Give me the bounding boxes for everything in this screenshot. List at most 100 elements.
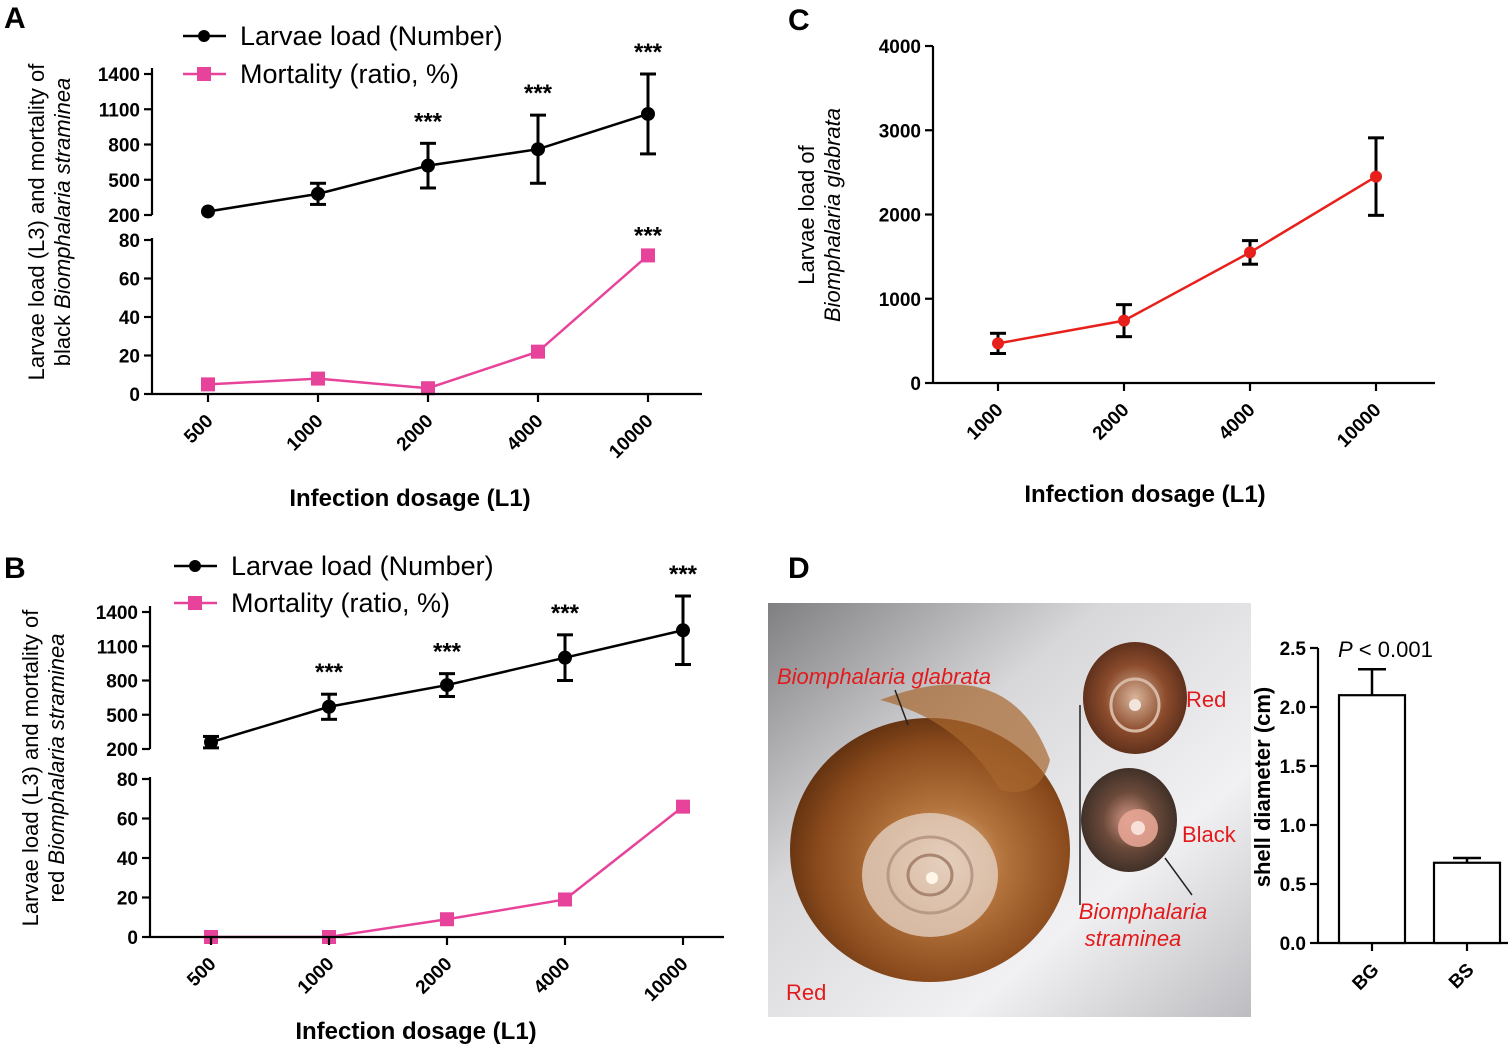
y-tick-label-d: 1.0 — [1280, 816, 1306, 837]
upper-y-tick-label: 1100 — [97, 637, 138, 658]
larvae-load-point — [558, 650, 572, 665]
legend-marker-larvae-b — [189, 560, 201, 572]
x-tick-label-bg: BG — [1349, 960, 1384, 995]
photo-label-black: Black — [1182, 822, 1237, 847]
lower-y-tick-label: 60 — [119, 270, 140, 291]
legend-label-larvae-a: Larvae load (Number) — [240, 21, 503, 51]
panel-d-chart: shell diameter (cm) P < 0.001 0.0 0.5 1.0 1… — [1250, 637, 1508, 995]
significance-marker: *** — [315, 659, 344, 686]
x-tick-label: 1000 — [294, 954, 339, 999]
legend-marker-mortality-a — [197, 67, 211, 81]
panel-letter-a: A — [4, 2, 26, 35]
larvae-load-point — [421, 158, 435, 173]
upper-y-tick-label: 1400 — [96, 603, 138, 624]
mortality-point — [201, 377, 215, 392]
upper-y-tick-label: 500 — [106, 706, 138, 727]
upper-y-tick-label: 500 — [108, 171, 140, 192]
panel-letter-c: C — [788, 4, 810, 37]
lower-y-tick-label: 80 — [119, 231, 140, 252]
y-tick-label-c: 0 — [910, 374, 921, 395]
x-tick-label: 500 — [180, 411, 217, 448]
photo-label-glabrata: Biomphalaria glabrata — [777, 664, 991, 689]
lower-y-tick-label: 20 — [119, 347, 140, 368]
y-axis-title-b-line2: red Biomphalaria straminea — [44, 633, 69, 902]
larvae-load-point-c — [1244, 246, 1256, 259]
lower-y-tick-label: 40 — [119, 308, 140, 329]
significance-marker: *** — [414, 108, 443, 135]
panel-a-chart: Larvae load (Number) Mortality (ratio, %… — [24, 21, 702, 512]
bar-bs — [1432, 861, 1502, 945]
panel-c-chart: Larvae load of Biomphalaria glabrata 0 10… — [794, 37, 1435, 508]
larvae-load-point — [641, 106, 655, 121]
x-tick-label: 4000 — [503, 411, 548, 456]
mortality-point — [421, 381, 435, 396]
mortality-point — [641, 248, 655, 263]
photo-label-straminea-line2: straminea — [1085, 926, 1182, 951]
panel-letter-d: D — [788, 552, 810, 585]
y-axis-title-d: shell diameter (cm) — [1250, 687, 1275, 888]
y-axis-title-a-line1: Larvae load (L3) and mortality of — [24, 63, 49, 381]
upper-y-tick-label: 800 — [108, 136, 140, 157]
photo-label-red-small: Red — [1186, 687, 1226, 712]
lower-y-tick-label: 80 — [117, 770, 138, 791]
larvae-load-point — [531, 142, 545, 157]
snail-photo: Biomphalaria glabrata Red Black Biomphal… — [768, 603, 1251, 1017]
larvae-load-point-c — [1370, 170, 1382, 183]
larvae-load-point — [440, 678, 454, 693]
legend-label-mortality-b: Mortality (ratio, %) — [231, 588, 450, 618]
mortality-point — [440, 912, 454, 927]
x-tick-label: 10000 — [605, 411, 657, 463]
larvae-load-point — [676, 623, 690, 638]
x-axis-title-c: Infection dosage (L1) — [1024, 481, 1265, 508]
significance-marker: *** — [634, 222, 663, 249]
significance-marker: *** — [669, 561, 698, 588]
upper-y-tick-label: 1100 — [99, 100, 140, 121]
x-tick-label: 4000 — [530, 954, 575, 999]
larvae-load-point — [201, 204, 215, 219]
legend-marker-mortality-b — [188, 596, 202, 610]
significance-marker: *** — [551, 600, 580, 627]
p-value-annotation: P < 0.001 — [1338, 637, 1433, 662]
photo-label-red-big: Red — [786, 980, 826, 1005]
x-tick-label: 500 — [183, 954, 220, 991]
larvae-load-point — [311, 186, 325, 201]
larvae-load-point — [322, 699, 336, 714]
x-tick-label-c: 10000 — [1333, 400, 1385, 452]
x-tick-label-c: 4000 — [1215, 400, 1260, 445]
x-tick-label: 10000 — [640, 954, 692, 1006]
panel-letter-b: B — [4, 552, 26, 585]
mortality-point — [531, 344, 545, 359]
y-tick-label-c: 3000 — [879, 121, 921, 142]
x-tick-label: 2000 — [393, 411, 438, 456]
upper-y-tick-label: 200 — [106, 740, 138, 761]
y-axis-title-b-line1: Larvae load (L3) and mortality of — [18, 609, 43, 927]
y-tick-label-c: 1000 — [879, 290, 921, 311]
panel-b-chart: Larvae load (Number) Mortality (ratio, %… — [18, 551, 724, 1045]
mortality-point — [558, 892, 572, 907]
lower-y-tick-label: 0 — [127, 928, 138, 949]
y-axis-title-c-line2: Biomphalaria glabrata — [820, 108, 845, 322]
upper-y-tick-label: 800 — [106, 672, 138, 693]
legend-label-larvae-b: Larvae load (Number) — [231, 551, 494, 581]
y-tick-label-d: 2.5 — [1280, 639, 1307, 660]
upper-y-tick-label: 1400 — [98, 65, 140, 86]
panel-a-legend: Larvae load (Number) Mortality (ratio, %… — [183, 21, 503, 89]
mortality-line — [207, 254, 649, 390]
y-tick-label-d: 0.5 — [1280, 875, 1307, 896]
mortality-point — [676, 799, 690, 814]
y-axis-title-c-line1: Larvae load of — [794, 144, 819, 284]
x-tick-label-c: 2000 — [1089, 400, 1134, 445]
larvae-load-point — [204, 735, 218, 750]
lower-y-tick-label: 20 — [117, 889, 138, 910]
panel-b-legend: Larvae load (Number) Mortality (ratio, %… — [174, 551, 494, 618]
y-tick-label-d: 1.5 — [1280, 757, 1307, 778]
larvae-load-point-c — [992, 337, 1004, 350]
photo-label-straminea-line1: Biomphalaria — [1079, 899, 1207, 924]
larvae-load-line-c — [997, 175, 1377, 345]
y-tick-label-c: 4000 — [879, 37, 921, 58]
shell-red-straminea — [1083, 642, 1187, 754]
significance-marker: *** — [433, 639, 462, 666]
larvae-load-point-c — [1118, 314, 1130, 327]
x-axis-title-b: Infection dosage (L1) — [295, 1018, 536, 1045]
